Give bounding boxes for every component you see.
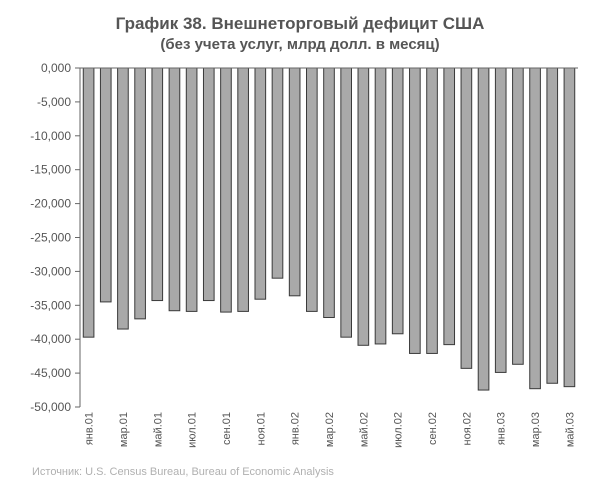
y-tick-label: -5,000 [37,95,71,109]
bar [151,67,164,302]
bar [409,67,421,354]
x-tick-label: янв.03 [496,412,508,445]
bar [426,67,438,354]
x-tick-label: янв.02 [290,412,302,445]
x-tick-label: июл.01 [187,412,199,448]
x-tick-label: май.03 [564,412,576,447]
chart-subtitle: (без учета услуг, млрд долл. в месяц) [160,36,440,53]
y-tick-label: 0,000 [41,61,71,75]
bar [254,67,267,300]
x-tick-label: май.02 [358,412,370,447]
bar [99,67,112,303]
bar [117,67,129,330]
x-tick-label: ноя.02 [461,412,473,445]
x-tick-label: сен.01 [221,412,233,445]
source-note: Источник: U.S. Census Bureau, Bureau of … [32,466,334,478]
bar [546,67,559,384]
bar [340,67,352,338]
bars [82,67,576,391]
y-tick-label: -15,000 [30,163,71,177]
x-tick-label: сен.02 [427,412,439,445]
bar [374,67,387,345]
bar [494,67,507,373]
x-tick-label: мар.03 [530,412,542,447]
bar [477,67,490,391]
y-tick-label: -50,000 [30,400,71,414]
bar [220,67,232,313]
y-tick-label: -45,000 [30,366,71,380]
bar [460,67,473,369]
y-tick-label: -30,000 [30,264,71,278]
x-tick-label: ноя.01 [255,412,267,445]
y-tick-label: -20,000 [30,197,71,211]
bar [529,67,541,390]
bar [134,67,146,320]
bar [357,67,370,346]
y-tick-label: -10,000 [30,129,71,143]
bar [237,67,249,312]
y-tick-label: -35,000 [30,298,71,312]
bar [443,67,456,346]
bar [391,67,404,335]
bar [512,67,524,365]
chart-title-block: График 38. Внешнеторговый дефицит США (б… [0,14,600,54]
bar [271,67,284,279]
x-tick-label: май.01 [152,412,164,447]
bar [202,67,215,302]
bar [168,67,181,312]
y-tick-label: -25,000 [30,231,71,245]
bar [323,67,335,319]
y-tick-label: -40,000 [30,332,71,346]
bar [82,67,95,338]
bar [306,67,318,312]
bar [288,67,301,297]
x-tick-label: мар.01 [118,412,130,447]
chart-title: График 38. Внешнеторговый дефицит США [115,14,485,33]
x-tick-label: мар.02 [324,412,336,447]
y-axis: 0,000 -5,000 -10,000 -15,000 -20,000 -25,000 -… [30,61,81,414]
bar [185,67,198,312]
x-tick-label: июл.02 [393,412,405,448]
bar [563,67,576,388]
x-axis: янв.01 мар.01 май.01 июл.01 сен.01 ноя.01 янв.… [80,67,578,448]
x-tick-label: янв.01 [84,412,96,445]
